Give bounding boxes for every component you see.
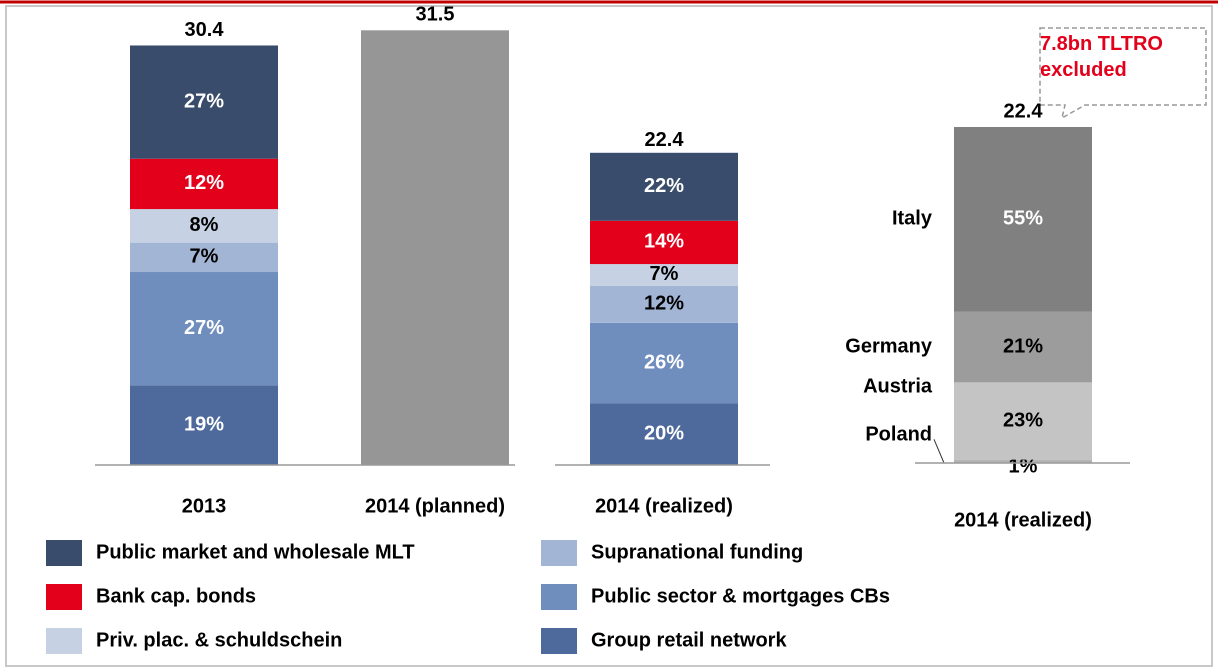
x-tick-label: 2014 (realized) <box>954 509 1092 531</box>
legend-swatch <box>541 540 577 566</box>
data-label: 55% <box>1003 208 1043 230</box>
data-label: 14% <box>644 231 684 253</box>
legend-label: Priv. plac. & schuldschein <box>96 629 342 651</box>
bar-segment <box>130 45 278 159</box>
legend-label: Group retail network <box>591 629 787 651</box>
leader-line <box>933 439 945 464</box>
legend-label: Bank cap. bonds <box>96 585 256 607</box>
legend-swatch <box>46 628 82 654</box>
x-tick-label: 2014 (realized) <box>595 495 733 517</box>
data-label: 19% <box>184 413 224 435</box>
bar-segment <box>130 272 278 386</box>
bar-segment <box>590 285 738 323</box>
legend-label: Supranational funding <box>591 541 803 563</box>
bar-segment <box>590 403 738 465</box>
bar-segment <box>590 322 738 404</box>
bar-segment <box>954 127 1092 312</box>
total-label: 22.4 <box>1004 100 1044 122</box>
bar-segment <box>954 459 1092 463</box>
bar-segment <box>130 385 278 465</box>
total-label: 31.5 <box>416 4 455 26</box>
data-label: 22% <box>644 175 684 197</box>
data-label: 23% <box>1003 409 1043 431</box>
bar-segment <box>130 158 278 210</box>
legend-label: Public market and wholesale MLT <box>96 541 415 563</box>
bar-segment <box>954 382 1092 460</box>
bar-segment <box>590 152 738 221</box>
total-label: 22.4 <box>645 129 685 151</box>
annotation: 7.8bn TLTRO excluded <box>1040 33 1163 81</box>
bar-segment <box>590 220 738 265</box>
category-label: Poland <box>865 424 932 446</box>
data-label: 12% <box>644 293 684 315</box>
bar-segment <box>954 311 1092 383</box>
legend-swatch <box>46 540 82 566</box>
category-label: Austria <box>863 375 933 397</box>
data-label: 27% <box>184 317 224 339</box>
callout <box>1039 27 1207 120</box>
frame <box>5 5 1213 667</box>
data-label: 26% <box>644 351 684 373</box>
legend-swatch <box>46 584 82 610</box>
bar <box>361 30 509 466</box>
bar-segment <box>130 209 278 243</box>
x-tick-label: 2014 (planned) <box>365 495 505 517</box>
data-label: 20% <box>644 422 684 444</box>
category-label: Italy <box>892 208 933 230</box>
legend-label: Public sector & mortgages CBs <box>591 585 890 607</box>
total-label: 30.4 <box>185 19 225 41</box>
data-label: 12% <box>184 172 224 194</box>
category-label: Germany <box>845 335 933 357</box>
data-label: 21% <box>1003 335 1043 357</box>
data-label: 7% <box>650 263 679 285</box>
bar-segment <box>590 264 738 286</box>
data-label: 8% <box>190 214 219 236</box>
bar-segment <box>130 242 278 273</box>
x-tick-label: 2013 <box>182 495 227 517</box>
data-label: 1% <box>1009 455 1038 477</box>
data-label: 7% <box>190 246 219 268</box>
legend-swatch <box>541 628 577 654</box>
data-label: 27% <box>184 90 224 112</box>
legend-swatch <box>541 584 577 610</box>
